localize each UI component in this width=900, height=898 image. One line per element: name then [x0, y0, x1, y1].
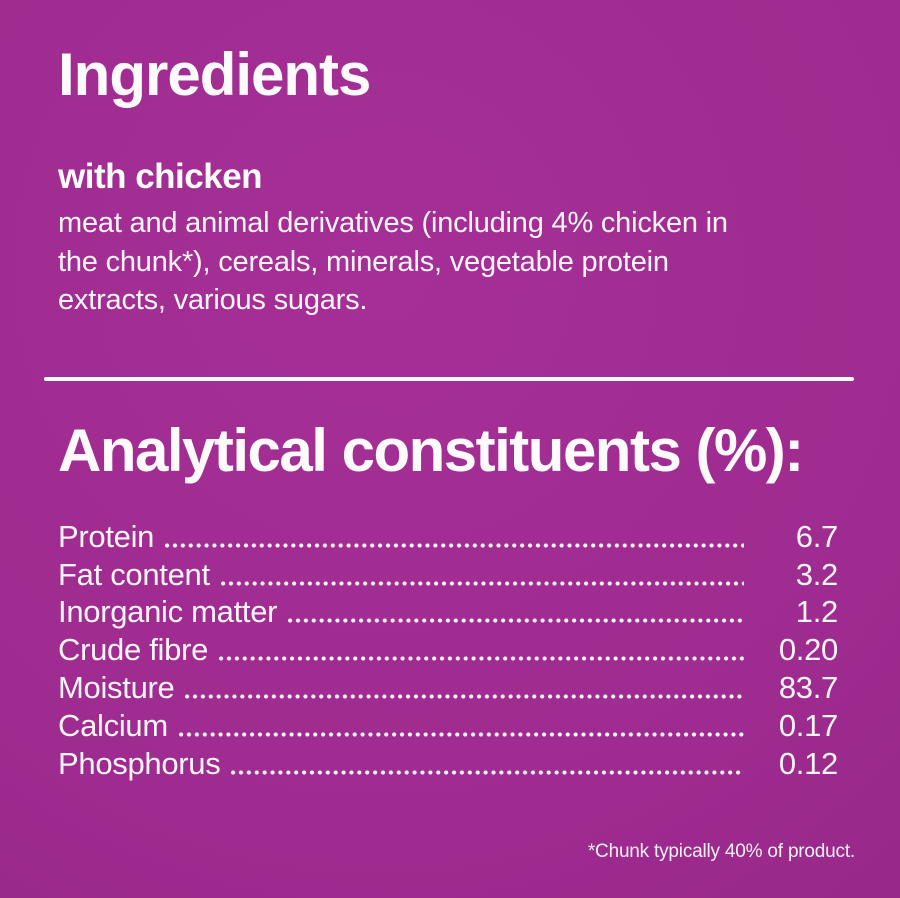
analytical-row-label: Moisture [58, 670, 175, 706]
analytical-constituents-table: Protein 6.7 Fat content 3.2 Inorganic matter… [58, 518, 838, 783]
analytical-section-title: Analytical constituents (%): [58, 417, 804, 484]
ingredients-description-line: the chunk*), cereals, minerals, vegetabl… [58, 245, 669, 278]
analytical-row-label: Phosphorus [58, 745, 221, 781]
dot-leader [185, 693, 744, 699]
dot-leader [288, 618, 744, 624]
analytical-row-value: 1.2 [795, 594, 839, 630]
dot-leader [231, 769, 744, 775]
dot-leader [165, 542, 744, 548]
analytical-row: Moisture 83.7 [58, 669, 838, 707]
analytical-row-label: Protein [58, 518, 155, 554]
chunk-footnote: *Chunk typically 40% of product. [587, 841, 855, 862]
ingredients-description: meat and animal derivatives (including 4… [58, 204, 858, 320]
analytical-row-label: Crude fibre [58, 632, 209, 668]
analytical-row: Calcium 0.17 [58, 707, 838, 745]
analytical-row: Inorganic matter 1.2 [58, 594, 838, 632]
analytical-row: Phosphorus 0.12 [58, 745, 838, 783]
dot-leader [220, 580, 744, 586]
analytical-row-value: 6.7 [795, 518, 839, 554]
dot-leader [178, 731, 744, 737]
analytical-row-label: Calcium [58, 707, 168, 743]
analytical-row: Protein 6.7 [58, 518, 838, 556]
analytical-row-value: 3.2 [795, 556, 839, 592]
analytical-row-label: Inorganic matter [58, 594, 278, 630]
analytical-row-value: 0.12 [778, 745, 838, 781]
section-divider [44, 377, 854, 381]
variant-subtitle: with chicken [58, 157, 263, 196]
analytical-row-label: Fat content [58, 556, 210, 592]
ingredients-section-title: Ingredients [58, 41, 371, 108]
analytical-row-value: 83.7 [778, 670, 838, 706]
analytical-row: Fat content 3.2 [58, 556, 838, 594]
analytical-row-value: 0.17 [778, 707, 838, 743]
dot-leader [219, 656, 744, 662]
ingredients-description-line: meat and animal derivatives (including 4… [58, 207, 728, 239]
analytical-row-value: 0.20 [778, 632, 838, 668]
ingredients-description-line: extracts, various sugars. [58, 284, 368, 316]
analytical-row: Crude fibre 0.20 [58, 631, 838, 669]
